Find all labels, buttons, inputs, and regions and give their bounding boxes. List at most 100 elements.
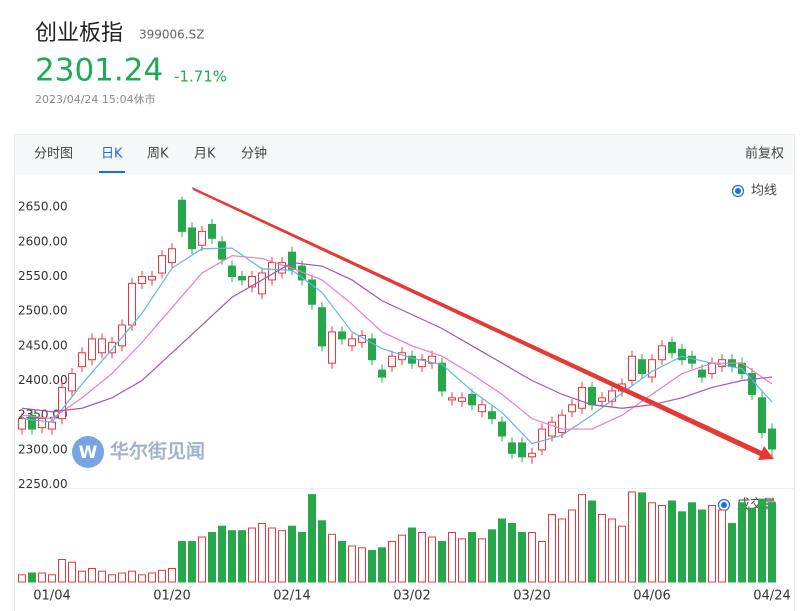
volume-bar (478, 538, 486, 583)
volume-bar (228, 530, 236, 583)
candle-body (178, 199, 186, 232)
volume-bar (378, 547, 386, 583)
volume-bar (48, 574, 56, 583)
candle-body (488, 411, 496, 420)
candle-body (708, 362, 716, 375)
candle-body (658, 345, 666, 361)
change: -1.71% (174, 68, 227, 86)
candle-body (508, 442, 516, 454)
candle-body (768, 428, 776, 450)
volume-bar (408, 527, 416, 583)
volume-bar (518, 532, 526, 583)
volume-bar (558, 518, 566, 583)
candle-body (498, 421, 506, 437)
volume-bar (98, 570, 106, 583)
volume-bar (498, 518, 506, 583)
volume-bar (78, 570, 86, 583)
volume-bar (718, 509, 726, 583)
moving-average (21, 247, 773, 445)
volume-bar (738, 502, 746, 583)
volume-bar (368, 550, 376, 583)
volume-bar (688, 502, 696, 583)
volume-bar (148, 572, 156, 583)
volume-bar (118, 572, 126, 583)
y-tick-label: 2550.00 (18, 269, 68, 283)
candle-body (28, 414, 36, 430)
candle-body (128, 282, 136, 326)
candle-body (118, 324, 126, 347)
volume-bar (158, 569, 166, 583)
candle-body (548, 421, 556, 437)
candle-body (518, 442, 526, 458)
candle-body (158, 255, 166, 274)
adjust-toggle[interactable]: 前复权 (745, 146, 784, 162)
candle-body (608, 390, 616, 402)
volume-bar (198, 536, 206, 583)
candle-body (78, 352, 86, 368)
x-tick-label: 04/06 (633, 589, 670, 604)
volume-bar (508, 523, 516, 583)
candle-body (198, 230, 206, 246)
volume-bar (128, 570, 136, 583)
volume-bar (538, 541, 546, 583)
ma-radio-dot (735, 188, 741, 194)
volume-bar (598, 514, 606, 583)
candle-body (268, 262, 276, 281)
candle-body (538, 428, 546, 451)
volume-bar (288, 525, 296, 583)
candle-body (598, 397, 606, 402)
candle-body (308, 279, 316, 305)
time: 2023/04/24 15:04休市 (35, 92, 156, 106)
y-tick-label: 2250.00 (18, 477, 68, 491)
tab[interactable]: 分时图 (34, 147, 73, 162)
candle-body (48, 421, 56, 430)
ma-radio[interactable] (731, 184, 745, 198)
candle-body (18, 418, 26, 430)
volume-bar (458, 538, 466, 583)
volume-bar (468, 532, 476, 583)
candle-body (168, 248, 176, 264)
volume-radio-dot (721, 502, 727, 508)
volume-bar (658, 505, 666, 583)
volume-bar (208, 532, 216, 583)
candle-body (468, 393, 476, 406)
candle-body (638, 359, 646, 375)
tab[interactable]: 月K (194, 147, 216, 162)
candle-body (318, 307, 326, 347)
tab[interactable]: 分钟 (241, 146, 267, 162)
candle-body (228, 265, 236, 277)
volume-bar (678, 511, 686, 583)
candle-body (208, 223, 216, 239)
volume-bar (308, 494, 316, 583)
candle-body (238, 275, 246, 281)
volume-bar (528, 532, 536, 583)
candle-body (348, 338, 356, 347)
candle-body (288, 251, 296, 271)
ma-legend[interactable]: 均线 (751, 184, 777, 199)
volume-bar (88, 568, 96, 583)
candle-body (428, 355, 436, 364)
volume-bar (428, 536, 436, 583)
candle-body (668, 341, 676, 354)
volume-bar (298, 532, 306, 583)
candle-body (418, 359, 426, 368)
candle-body (758, 397, 766, 434)
volume-bar (418, 532, 426, 583)
volume-bar (68, 561, 76, 583)
moving-average (21, 261, 773, 413)
y-tick-label: 2650.00 (18, 200, 68, 214)
x-tick-label: 01/20 (153, 589, 190, 604)
y-tick-label: 2300.00 (18, 442, 68, 456)
x-tick-label: 01/04 (33, 589, 70, 604)
tab-active[interactable]: 日K (101, 147, 123, 162)
x-tick-label: 03/02 (393, 589, 430, 604)
tab-underline (99, 171, 125, 173)
candle-body (478, 404, 486, 413)
tab[interactable]: 周K (147, 147, 169, 162)
candle-body (588, 386, 596, 406)
index-code: 399006.SZ (139, 28, 204, 42)
volume-bar (318, 520, 326, 583)
volume-legend[interactable]: 成交量 (737, 497, 776, 513)
